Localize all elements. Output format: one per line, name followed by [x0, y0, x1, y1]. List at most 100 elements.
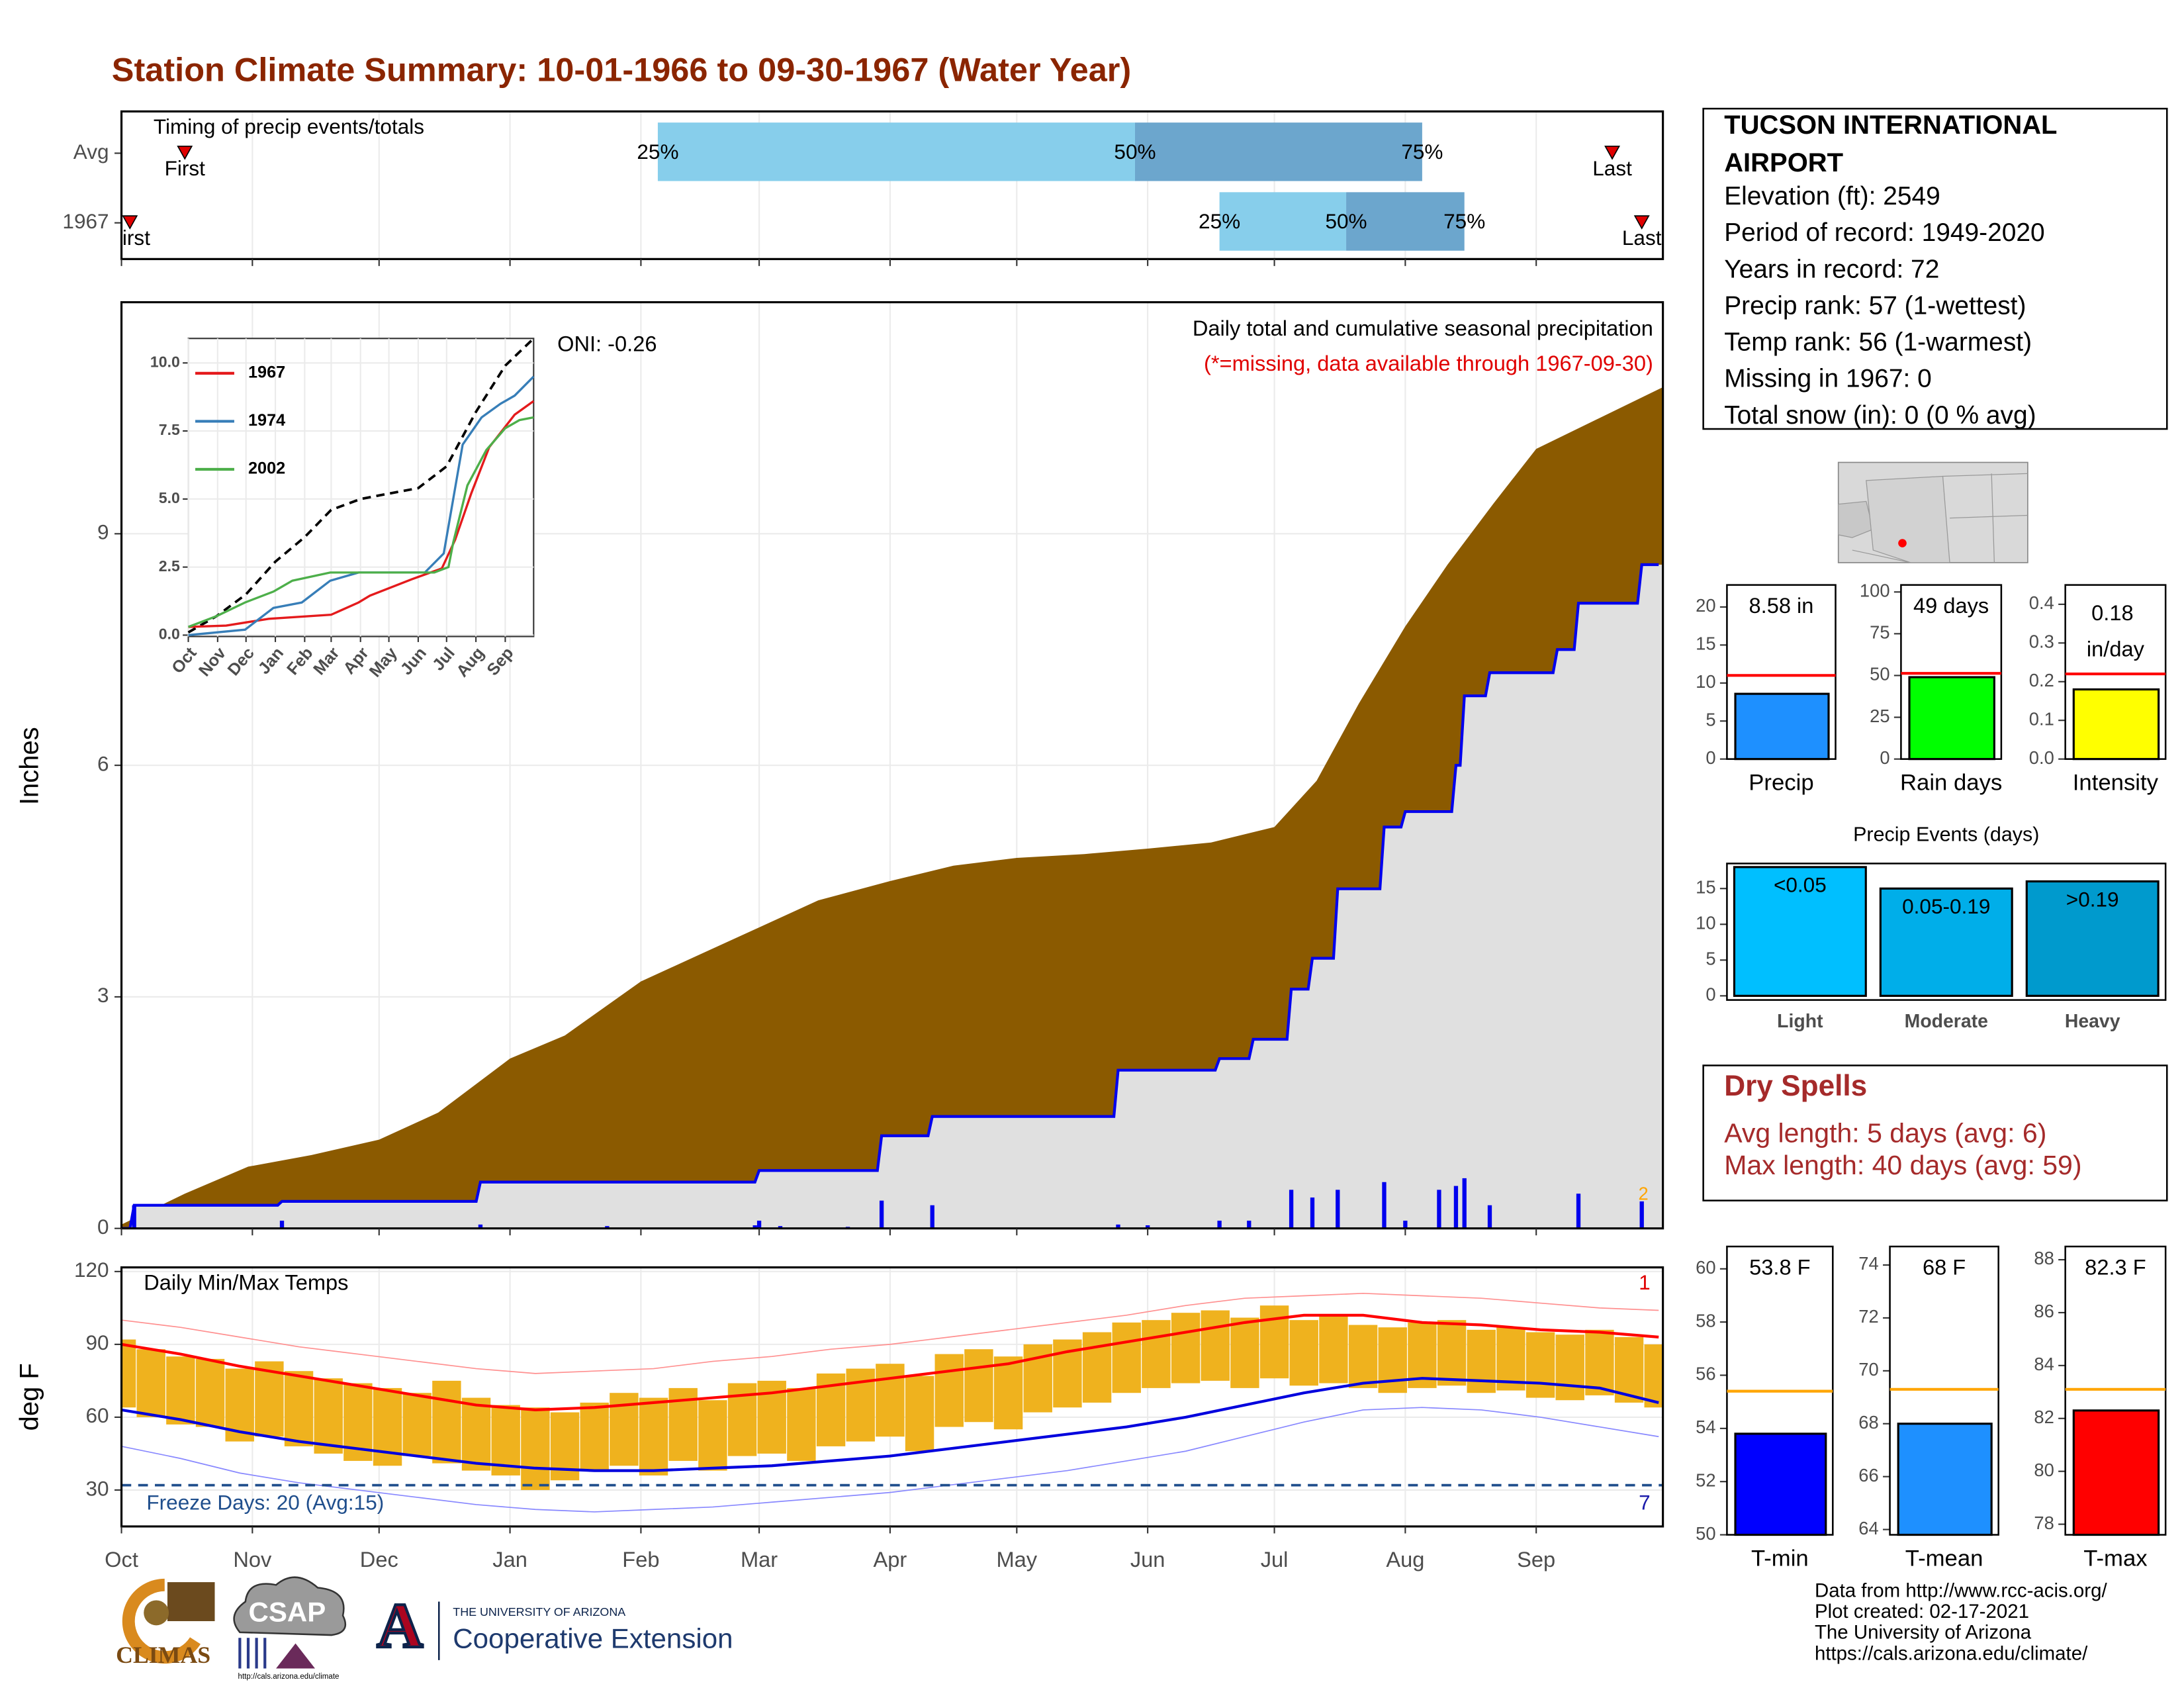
temp-range-bar [1201, 1310, 1230, 1381]
y-tick-label: 20 [1696, 595, 1715, 616]
timing-title: Timing of precip events/totals [154, 115, 424, 138]
y-tick-label: 75 [1870, 622, 1889, 643]
temp-range-bar [166, 1356, 195, 1425]
footer-line: The University of Arizona [1815, 1622, 2032, 1644]
y-tick-label: 50 [1696, 1523, 1715, 1544]
ua-logo: A THE UNIVERSITY OF ARIZONA Cooperative … [375, 1589, 733, 1662]
temp-range-bar [432, 1380, 461, 1464]
quartile-label: 25% [637, 140, 678, 164]
y-axis-label: Inches [15, 727, 44, 805]
y-tick-label: 1967 [62, 209, 109, 233]
bar [1734, 1432, 1827, 1536]
temp-plot [121, 1267, 1663, 1526]
ua-mark: A [377, 1590, 423, 1661]
y-tick-label: 10 [1696, 671, 1715, 692]
station-line: Temp rank: 56 (1-warmest) [1724, 328, 2032, 357]
category-label: Rain days [1900, 771, 2002, 796]
station-line: Precip rank: 57 (1-wettest) [1724, 291, 2026, 320]
y-tick-label: 64 [1858, 1518, 1878, 1538]
temp-line [121, 1377, 1659, 1472]
daily-precip-bar [756, 1221, 762, 1229]
timing-marker [122, 215, 138, 230]
cumulative-line [121, 563, 1659, 1229]
y-tick-label: 15 [1696, 876, 1715, 897]
y-tick-label: 5 [1706, 949, 1715, 969]
quartile-bar [1219, 192, 1347, 251]
station-box [1702, 107, 2168, 430]
freeze-label: Freeze Days: 20 (Avg:15) [146, 1491, 384, 1515]
daily-precip-bar [1487, 1205, 1492, 1229]
temp-line [121, 1407, 1659, 1513]
daily-precip-bar [1247, 1221, 1251, 1229]
y-tick-label: 72 [1858, 1306, 1878, 1327]
timing-label: Last [1622, 226, 1662, 250]
temp-range-bar [1171, 1313, 1201, 1383]
record-count: 1 [1639, 1270, 1651, 1294]
temp-range-bar [1230, 1317, 1259, 1388]
event-bar [1879, 887, 2013, 997]
station-line: Years in record: 72 [1724, 255, 1939, 283]
legend-label: 1967 [248, 363, 285, 382]
x-tick-label: Apr [874, 1547, 907, 1571]
x-tick-label: Aug [1386, 1547, 1424, 1571]
timing-marker [177, 146, 193, 160]
category-label: T-mean [1905, 1546, 1983, 1571]
y-tick-label: 10.0 [150, 353, 180, 370]
y-tick-label: 52 [1696, 1470, 1715, 1490]
page-title: Station Climate Summary: 10-01-1966 to 0… [112, 51, 1131, 89]
y-tick-label: 25 [1870, 706, 1889, 726]
x-tick-label: Jul [1261, 1547, 1289, 1571]
y-tick-label: 30 [86, 1476, 109, 1500]
daily-precip-bar [1217, 1221, 1222, 1229]
daily-precip-bar [1453, 1186, 1459, 1229]
station-lines: Elevation (ft): 2549 Period of record: 19… [1724, 182, 2045, 430]
y-tick-label: 0.0 [159, 626, 180, 643]
daily-precip-bar [1437, 1190, 1441, 1229]
temp-range-bar [1142, 1320, 1171, 1388]
record-count: 7 [1639, 1491, 1651, 1515]
y-tick-label: 80 [2034, 1460, 2054, 1480]
y-tick-label: 66 [1858, 1465, 1878, 1485]
daily-precip-bar [1336, 1190, 1340, 1229]
temp-range-bar [1378, 1327, 1407, 1393]
y-tick-label: 86 [2034, 1301, 2054, 1321]
daily-precip-bar [478, 1224, 483, 1229]
csap-text: CSAP [248, 1597, 326, 1628]
daily-precip-bar [1639, 1201, 1644, 1229]
temp-range-bar [787, 1387, 816, 1461]
footer-line: https://cals.arizona.edu/climate/ [1815, 1642, 2088, 1664]
y-tick-label: 100 [1860, 580, 1890, 600]
timing-label: First [110, 226, 151, 250]
temp-range-bar [195, 1358, 225, 1427]
daily-precip-bar [1576, 1194, 1581, 1229]
category-label: Intensity [2073, 771, 2159, 796]
x-tick-label: Jan [492, 1547, 527, 1571]
y-tick-label: 7.5 [159, 421, 180, 438]
value-label: 68 F [1923, 1254, 1966, 1279]
daily-precip-bar [752, 1225, 757, 1229]
value-label: 49 days [1913, 593, 1989, 618]
y-tick-label: 58 [1696, 1310, 1715, 1331]
temp-title: Daily Min/Max Temps [144, 1270, 348, 1294]
daily-precip-bar [1289, 1190, 1294, 1229]
y-tick-label: 68 [1858, 1412, 1878, 1432]
x-tick-label: Dec [360, 1547, 398, 1571]
value-label: 8.58 in [1749, 593, 1813, 618]
temp-range-bar [461, 1397, 491, 1471]
y-tick-label: 0.3 [2029, 632, 2054, 652]
bar [1897, 1423, 1993, 1536]
y-tick-label: 90 [86, 1331, 109, 1354]
category-label: Heavy [2065, 1011, 2120, 1032]
y-tick-label: 0 [1706, 747, 1715, 768]
daily-precip-bar [879, 1200, 884, 1229]
temp-range-bar [1555, 1335, 1584, 1401]
bin-label: 0.05-0.19 [1902, 894, 1990, 918]
daily-precip-bar [1116, 1224, 1120, 1229]
temp-range-bar [639, 1397, 668, 1476]
event-bar [1733, 866, 1867, 997]
quartile-bar [657, 122, 1135, 181]
temp-range-bar [1585, 1329, 1614, 1395]
chart-subtitle: (*=missing, data available through 1967-… [1204, 351, 1653, 375]
csap-logo: CSAP http://cals.arizona.edu/climate [233, 1576, 347, 1681]
